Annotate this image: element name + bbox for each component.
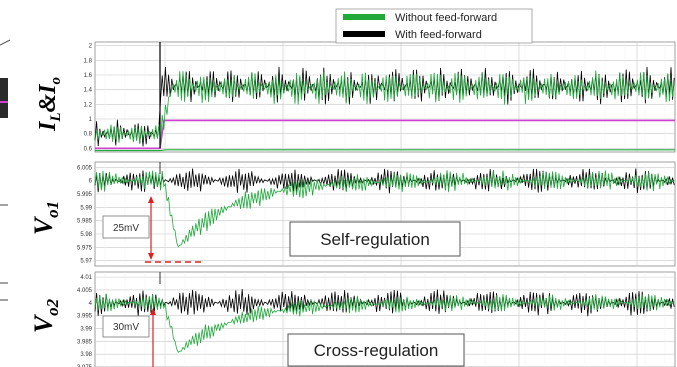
ylabel-1-sub2: o [48, 77, 64, 85]
ylabel-2-main: V [29, 215, 58, 235]
y-tick-label: 5.97 [80, 259, 92, 265]
y-tick-label: 1.6 [84, 73, 93, 79]
series-without-feed-forward [94, 70, 675, 145]
y-tick-label: 4.01 [80, 275, 92, 281]
y-tick-label: 1.8 [84, 58, 93, 64]
y-tick-label: 1.4 [84, 88, 93, 94]
y-tick-label: 3.98 [80, 352, 92, 358]
y-tick-label: 4 [89, 301, 93, 307]
self-regulation-box [289, 221, 461, 257]
series-without-feed-forward [94, 293, 675, 353]
series-load-current-io [95, 119, 675, 150]
legend-swatch-with [343, 31, 385, 37]
series-with-feed-forward [94, 168, 675, 194]
vo1-annotation-box [102, 215, 150, 239]
y-tick-label: 2 [89, 44, 93, 50]
vo2-arrowhead-up [150, 308, 156, 315]
series-without-feed-forward [94, 170, 675, 248]
y-tick-label: 6 [89, 179, 93, 185]
vo2-annotation-box [102, 315, 150, 338]
cross-regulation-box [287, 333, 465, 367]
ylabel-1-main: I [35, 120, 61, 132]
y-tick-label: 4.005 [77, 288, 93, 294]
self-regulation-label: Self-regulation [320, 230, 430, 249]
vo1-annotations: 25mV Self-regulation [102, 196, 461, 263]
cross-regulation-label: Cross-regulation [314, 341, 439, 360]
panel-currents: 2 1.8 1.6 1.4 1.2 1 0.8 0.6 [84, 41, 676, 153]
series-with-feed-forward [94, 66, 675, 147]
y-tick-label: 0.8 [84, 132, 93, 138]
y-tick-label: 3.975 [77, 365, 93, 367]
ylabel-1-mid: &I [35, 83, 61, 113]
panel-3-ylabel: Vo2 [29, 298, 62, 333]
vo1-arrowhead-up [148, 196, 154, 203]
y-tick-label: 5.975 [77, 245, 93, 251]
vo1-arrowhead-down [148, 253, 154, 260]
legend-label-with: With feed-forward [395, 29, 482, 41]
y-tick-label: 3.995 [77, 314, 93, 320]
y-tick-label: 1 [89, 117, 93, 123]
series-with-feed-forward [94, 289, 675, 317]
y-tick-label: 6.005 [77, 165, 93, 171]
svg-text:Vo2: Vo2 [29, 298, 62, 333]
svg-text:IL&Io: IL&Io [35, 77, 64, 132]
y-tick-label: 5.98 [80, 232, 92, 238]
y-tick-label: 5.995 [77, 192, 93, 198]
y-tick-label: 5.985 [77, 219, 93, 225]
y-tick-label: 5.99 [80, 205, 92, 211]
panel-vo2: 4.01 4.005 4 3.995 3.99 3.985 3.98 3.975 [77, 271, 676, 367]
ylabel-3-sub: o2 [43, 298, 62, 316]
legend: Without feed-forward With feed-forward [335, 8, 533, 44]
panel-1-ylabel: IL&Io [35, 77, 64, 132]
vo2-annotations: 30mV Cross-regulation [102, 308, 465, 367]
y-tick-label: 0.6 [84, 146, 93, 152]
ylabel-2-sub: o1 [43, 201, 62, 218]
y-tick-label: 3.99 [80, 326, 92, 332]
y-tick-label: 3.985 [77, 339, 93, 345]
panel-2-ylabel: Vo1 [29, 201, 62, 235]
svg-text:Vo1: Vo1 [29, 201, 62, 235]
ylabel-3-main: V [29, 313, 58, 333]
left-edge-fragment [0, 39, 11, 301]
legend-label-without: Without feed-forward [395, 12, 497, 24]
vo1-annotation-label: 25mV [113, 223, 139, 234]
panel-vo1: 6.005 6 5.995 5.99 5.985 5.98 5.975 5.97 [77, 161, 676, 267]
ylabel-1-sub1: L [48, 113, 64, 123]
vo2-annotation-label: 30mV [113, 322, 139, 333]
y-tick-label: 1.2 [84, 102, 93, 108]
series-green-low-trace [95, 149, 675, 152]
legend-swatch-without [343, 14, 385, 20]
